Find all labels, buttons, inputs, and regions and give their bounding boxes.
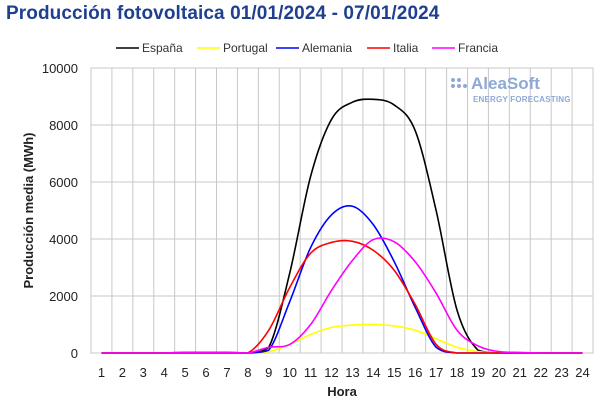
- x-tick-label: 12: [324, 365, 338, 380]
- x-tick-label: 6: [202, 365, 209, 380]
- legend-label: Francia: [458, 41, 498, 55]
- y-tick-label: 8000: [49, 118, 78, 133]
- x-tick-label: 16: [408, 365, 422, 380]
- x-axis-title: Hora: [327, 384, 357, 399]
- x-tick-label: 20: [492, 365, 506, 380]
- x-tick-label: 7: [223, 365, 230, 380]
- x-tick-label: 18: [450, 365, 464, 380]
- logo-name: AleaSoft: [471, 74, 540, 93]
- x-tick-label: 13: [345, 365, 359, 380]
- x-tick-label: 17: [429, 365, 443, 380]
- x-tick-label: 5: [182, 365, 189, 380]
- legend-label: Portugal: [223, 41, 268, 55]
- x-tick-label: 8: [244, 365, 251, 380]
- y-tick-label: 4000: [49, 232, 78, 247]
- x-tick-label: 4: [161, 365, 168, 380]
- aleasoft-logo: AleaSoft ENERGY FORECASTING: [449, 74, 589, 106]
- x-tick-label: 15: [387, 365, 401, 380]
- x-tick-label: 3: [140, 365, 147, 380]
- logo-dots-icon: [451, 78, 469, 92]
- x-tick-label: 14: [366, 365, 380, 380]
- series-line-francia: [101, 237, 583, 354]
- legend-label: Alemania: [302, 41, 352, 55]
- x-tick-label: 21: [513, 365, 527, 380]
- legend-label: Italia: [393, 41, 419, 55]
- y-axis-title: Producción media (MWh): [21, 133, 36, 289]
- y-tick-label: 10000: [42, 61, 78, 76]
- x-tick-label: 19: [471, 365, 485, 380]
- x-tick-label: 2: [119, 365, 126, 380]
- x-tick-label: 10: [282, 365, 296, 380]
- x-tick-label: 23: [554, 365, 568, 380]
- x-tick-label: 22: [533, 365, 547, 380]
- x-tick-label: 9: [265, 365, 272, 380]
- legend-label: España: [142, 41, 183, 55]
- y-tick-label: 0: [71, 346, 78, 361]
- page-title: Producción fotovoltaica 01/01/2024 - 07/…: [6, 3, 440, 24]
- x-tick-label: 1: [98, 365, 105, 380]
- y-tick-label: 2000: [49, 289, 78, 304]
- y-tick-label: 6000: [49, 175, 78, 190]
- x-tick-label: 24: [575, 365, 589, 380]
- x-tick-label: 11: [304, 365, 318, 380]
- logo-tagline: ENERGY FORECASTING: [473, 95, 571, 104]
